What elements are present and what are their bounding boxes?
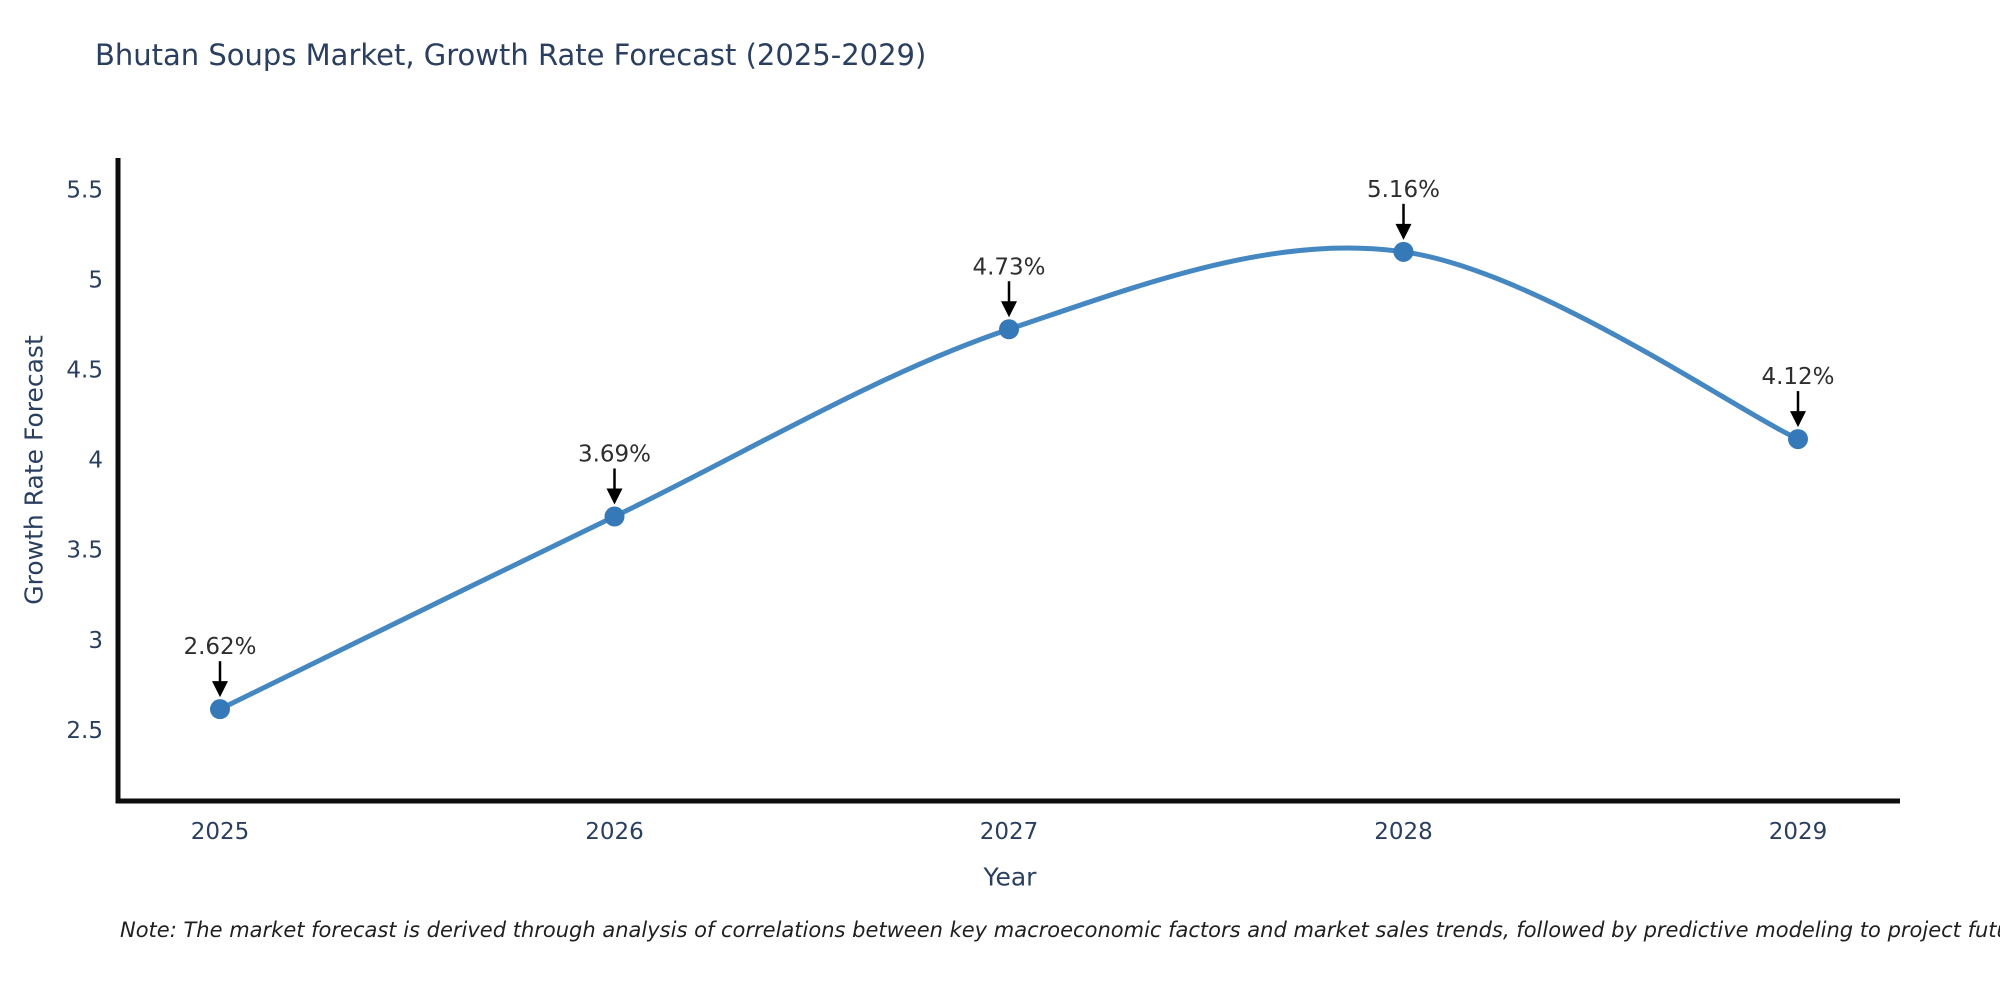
annotation-arrow-head (212, 681, 228, 698)
x-tick-label: 2029 (1769, 819, 1828, 845)
point-annotation-label: 3.69% (578, 442, 651, 468)
point-annotation-label: 4.12% (1761, 364, 1834, 390)
y-tick-label: 5 (88, 268, 103, 294)
data-point-marker-2026 (604, 506, 625, 527)
y-tick-label: 3.5 (66, 538, 103, 564)
y-tick-label: 2.5 (66, 718, 103, 744)
footnote-text: Note: The market forecast is derived thr… (120, 918, 2000, 942)
annotation-arrow-head (1790, 411, 1806, 428)
chart-title: Bhutan Soups Market, Growth Rate Forecas… (95, 38, 927, 72)
x-tick-label: 2026 (585, 819, 644, 845)
y-tick-label: 4 (88, 448, 103, 474)
x-tick-label: 2027 (980, 819, 1039, 845)
x-axis-title: Year (983, 862, 1037, 892)
annotation-arrow-head (1001, 301, 1017, 318)
data-point-marker-2028 (1393, 241, 1414, 262)
y-tick-label: 3 (88, 628, 103, 654)
data-point-marker-2025 (210, 699, 230, 720)
data-point-marker-2027 (999, 319, 1019, 340)
x-tick-label: 2028 (1374, 819, 1433, 845)
annotation-arrow-head (1395, 223, 1412, 240)
y-tick-label: 5.5 (66, 178, 103, 204)
point-annotation-label: 5.16% (1367, 177, 1440, 203)
y-tick-label: 4.5 (66, 358, 103, 384)
x-tick-label: 2025 (191, 819, 250, 845)
annotation-arrow-head (606, 488, 623, 505)
data-point-marker-2029 (1788, 429, 1808, 450)
point-annotation-label: 4.73% (972, 254, 1045, 280)
point-annotation-label: 2.62% (183, 634, 256, 660)
